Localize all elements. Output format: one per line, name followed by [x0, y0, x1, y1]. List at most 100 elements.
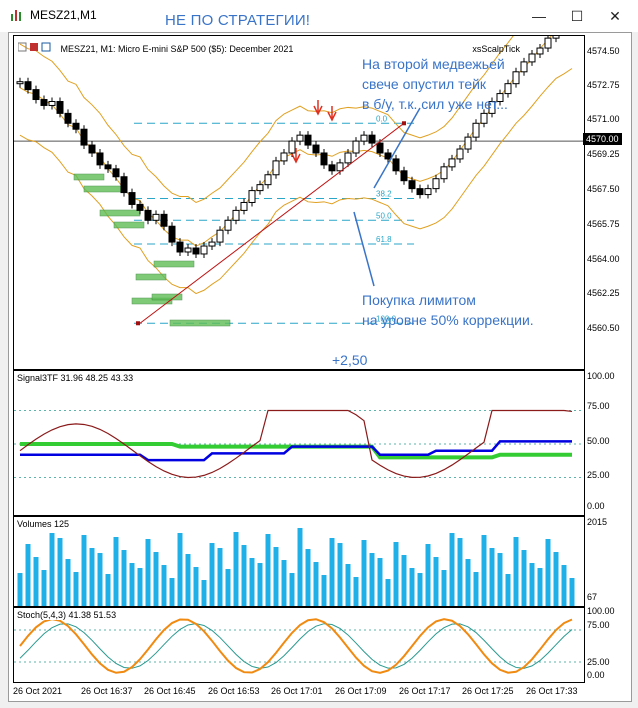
- volume-bar: [161, 565, 167, 606]
- signal-pane[interactable]: Signal3TF 31.96 48.25 43.33: [13, 370, 585, 516]
- trend-anchor: [136, 321, 140, 326]
- candle-body: [80, 128, 88, 146]
- header-icons: [17, 42, 58, 54]
- candle-body: [256, 184, 264, 192]
- volume-bar: [449, 533, 455, 606]
- candle-body: [176, 241, 184, 253]
- chart-area[interactable]: 0.0 38.2 50.0 61.8 100.0 MESZ21, M1: Micro E…: [8, 32, 632, 702]
- volume-bar: [321, 575, 327, 606]
- trend-line: [139, 122, 405, 324]
- current-price-badge: 4570.00: [583, 133, 622, 145]
- title-bar: MESZ21,M1 НЕ ПО СТРАТЕГИИ! — ☐ ✕: [0, 0, 638, 32]
- candle-body: [120, 176, 128, 194]
- candle-body: [272, 160, 280, 176]
- envelope-band-line: [19, 68, 573, 295]
- volume-bar: [241, 545, 247, 606]
- candle-body: [96, 152, 104, 166]
- price-chart: 0.0 38.2 50.0 61.8 100.0: [14, 36, 584, 327]
- stochastic-label: Stoch(5,4,3) 41.38 51.53: [17, 610, 117, 620]
- volume-bar: [513, 537, 519, 606]
- candle-body: [456, 148, 464, 160]
- volume-bar: [289, 573, 295, 606]
- price-axis-label: 4560.50: [587, 323, 620, 333]
- volume-bar: [425, 544, 431, 606]
- candle-body: [112, 168, 120, 178]
- stochastic-signal-line: [19, 623, 573, 669]
- candle-body: [536, 47, 544, 55]
- volume-bar: [209, 543, 215, 606]
- signal-label: Signal3TF 31.96 48.25 43.33: [17, 373, 134, 383]
- candle-body: [504, 83, 512, 95]
- trend-anchor: [402, 121, 406, 126]
- volume-pane[interactable]: Volumes 125: [13, 516, 585, 607]
- candle-body: [16, 81, 24, 85]
- volume-bar: [433, 557, 439, 606]
- volume-bar: [457, 538, 463, 606]
- candle-body: [216, 229, 224, 243]
- volume-zone-block: [83, 185, 125, 193]
- candle-body: [352, 140, 360, 154]
- volume-bar: [25, 544, 31, 606]
- time-axis[interactable]: 26 Oct 2021 26 Oct 16:37 26 Oct 16:45 26…: [13, 683, 593, 701]
- volume-chart: [17, 528, 575, 606]
- volume-bar: [529, 563, 535, 606]
- price-pane[interactable]: 0.0 38.2 50.0 61.8 100.0 MESZ21, M1: Micro E…: [13, 35, 585, 370]
- stochastic-axis-label: 25.00: [587, 657, 610, 667]
- volume-bar: [281, 560, 287, 606]
- candle-body: [544, 37, 552, 49]
- time-axis-label: 26 Oct 16:37: [81, 686, 133, 696]
- candle-body: [552, 36, 560, 39]
- volume-bar: [17, 573, 23, 606]
- volume-bar: [201, 580, 207, 606]
- stochastic-axis-label: 100.00: [587, 606, 615, 616]
- sell-arrow-icon: [327, 106, 337, 122]
- price-axis-label: 4571.00: [587, 114, 620, 124]
- fibonacci-level-label: 0.0: [376, 114, 388, 123]
- annotation-top-line: На второй медвежьей: [362, 56, 505, 72]
- candle-body: [40, 99, 48, 106]
- volume-bar: [233, 532, 239, 606]
- candle-body: [376, 142, 384, 154]
- minimize-button[interactable]: —: [532, 8, 546, 24]
- signal-axis-label: 0.00: [587, 501, 605, 511]
- volume-axis: 2015 67: [583, 516, 631, 605]
- candle-body: [168, 225, 176, 243]
- price-axis-label: 4569.25: [587, 149, 620, 159]
- volume-bar: [225, 569, 231, 606]
- annotation-bottom-line: на уровне 50% коррекции.: [362, 312, 534, 328]
- annotation-top: На второй медвежьей свече опустил тейк в…: [362, 54, 508, 114]
- volume-zone-block: [99, 209, 141, 217]
- time-axis-label: 26 Oct 16:53: [208, 686, 260, 696]
- window-note: НЕ ПО СТРАТЕГИИ!: [165, 12, 311, 29]
- candle-body: [392, 158, 400, 172]
- stochastic-main-line: [19, 618, 573, 674]
- volume-bar: [65, 559, 71, 606]
- volume-bar: [313, 562, 319, 606]
- candle-body: [64, 112, 72, 124]
- volume-bar: [553, 552, 559, 606]
- signal-axis-label: 50.00: [587, 436, 610, 446]
- price-axis[interactable]: 4574.50 4572.75 4571.00 4569.25 4567.50 …: [583, 35, 631, 370]
- volume-bar: [441, 570, 447, 606]
- volume-bar: [337, 543, 343, 606]
- signal-axis-label: 100.00: [587, 371, 615, 381]
- volume-bar: [177, 533, 183, 606]
- candle-body: [328, 164, 336, 172]
- maximize-button[interactable]: ☐: [570, 8, 584, 24]
- volume-bar: [153, 552, 159, 606]
- volume-bar: [97, 553, 103, 606]
- volume-bar: [185, 554, 191, 606]
- candle-body: [160, 213, 168, 227]
- volume-bar: [257, 563, 263, 606]
- candle-body: [264, 174, 272, 186]
- candle-body: [104, 164, 112, 170]
- volume-bar: [505, 574, 511, 606]
- close-button[interactable]: ✕: [609, 8, 621, 24]
- stochastic-pane[interactable]: Stoch(5,4,3) 41.38 51.53: [13, 607, 585, 683]
- candle-body: [320, 152, 328, 166]
- volume-zone-block: [135, 273, 167, 281]
- candle-body: [448, 158, 456, 168]
- price-axis-label: 4574.50: [587, 46, 620, 56]
- volume-bar: [89, 548, 95, 606]
